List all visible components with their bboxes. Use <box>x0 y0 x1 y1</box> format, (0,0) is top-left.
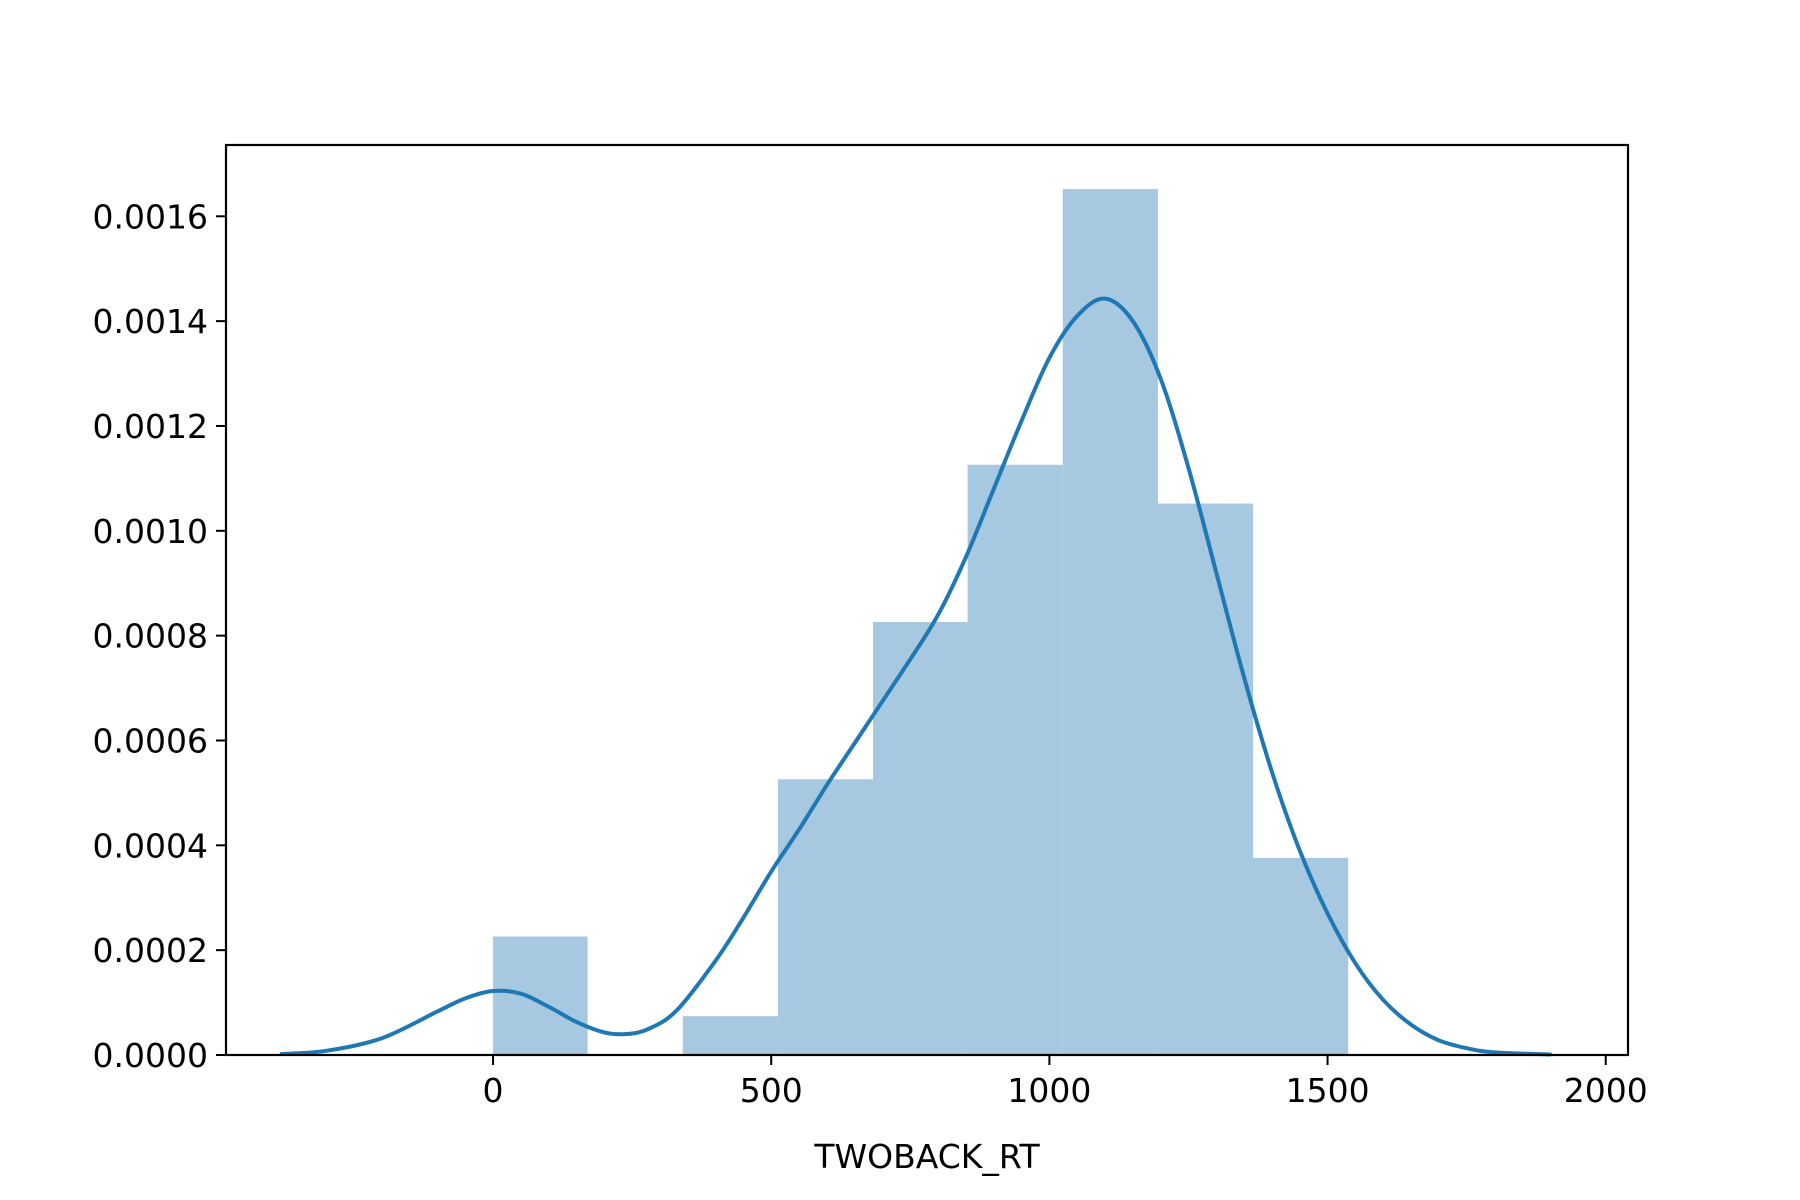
y-tick-label: 0.0016 <box>93 197 208 236</box>
x-tick-label: 500 <box>740 1071 803 1110</box>
y-tick-label: 0.0012 <box>93 407 208 446</box>
y-tick-label: 0.0010 <box>93 512 208 551</box>
y-axis: 0.0000 0.0002 0.0004 0.0006 0.0008 0.0010 0.00… <box>93 197 226 1075</box>
plot-frame <box>224 143 1630 1057</box>
y-tick-label: 0.0006 <box>93 721 208 760</box>
x-axis-label: TWOBACK_RT <box>813 1137 1040 1176</box>
y-tick-label: 0.0002 <box>93 931 208 970</box>
x-tick-label: 2000 <box>1564 1071 1648 1110</box>
histogram-bar-8 <box>1253 857 1349 1055</box>
x-tick-label: 0 <box>483 1071 504 1110</box>
x-tick-label: 1500 <box>1286 1071 1370 1110</box>
histogram-bar-2 <box>682 1016 778 1055</box>
histogram-bars <box>493 189 1349 1055</box>
histogram-bar-7 <box>1157 503 1254 1055</box>
x-axis: 0 500 1000 1500 2000 <box>483 1055 1648 1110</box>
histogram-bar-4 <box>873 622 968 1055</box>
y-tick-label: 0.0014 <box>93 302 208 341</box>
histogram-bar-0 <box>493 936 588 1055</box>
y-tick-label: 0.0004 <box>93 826 208 865</box>
kde-curve <box>279 296 1553 1057</box>
x-tick-label: 1000 <box>1007 1071 1091 1110</box>
histogram-bar-3 <box>777 779 874 1055</box>
y-tick-label: 0.0008 <box>93 617 208 656</box>
y-tick-label: 0.0000 <box>93 1036 208 1075</box>
histogram-bar-5 <box>967 464 1063 1055</box>
